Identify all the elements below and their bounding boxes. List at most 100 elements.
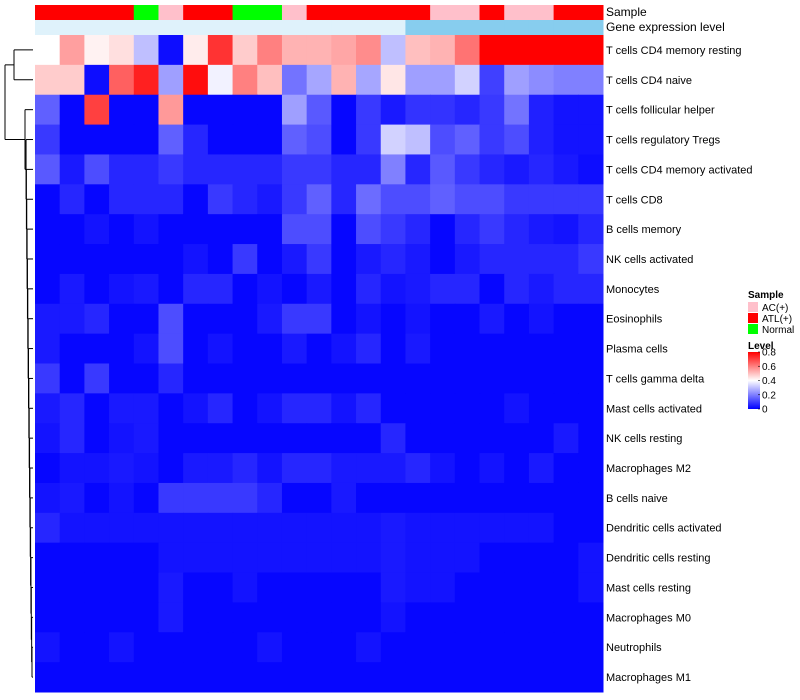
heatmap-cell	[528, 602, 555, 633]
heatmap-cell	[35, 423, 61, 454]
sample-annotation-label: Sample	[606, 5, 647, 19]
heatmap-cell	[84, 602, 110, 633]
heatmap-cell	[133, 453, 159, 484]
heatmap-cell	[183, 184, 209, 215]
row-label: Monocytes	[606, 284, 660, 296]
row-label: Eosinophils	[606, 314, 663, 326]
row-label: NK cells activated	[606, 254, 693, 266]
heatmap-cell	[183, 244, 209, 275]
heatmap-cell	[578, 244, 604, 275]
heatmap-cell	[59, 124, 85, 155]
heatmap-cell	[405, 542, 431, 574]
heatmap-cell	[356, 94, 382, 126]
heatmap-cell	[109, 512, 135, 544]
heatmap-cell	[504, 482, 530, 514]
heatmap-cell	[430, 94, 456, 126]
heatmap-cell	[257, 184, 283, 215]
heatmap-cell	[133, 244, 159, 275]
heatmap-cell	[84, 124, 110, 155]
gene-expression-annotation-cell	[380, 20, 406, 35]
heatmap-cell	[281, 124, 308, 155]
heatmap-cell	[35, 602, 61, 633]
heatmap-cell	[356, 35, 382, 66]
heatmap-cell	[306, 214, 332, 245]
heatmap-cell	[59, 214, 85, 245]
heatmap-cell	[84, 572, 110, 603]
heatmap-cell	[84, 632, 110, 663]
heatmap-cell	[504, 154, 530, 185]
heatmap-cell	[405, 184, 431, 215]
heatmap-cell	[553, 482, 579, 514]
heatmap-cell	[553, 124, 579, 155]
heatmap-cell	[281, 363, 308, 394]
heatmap-cell	[59, 512, 85, 544]
heatmap-cell	[306, 482, 332, 514]
heatmap-cell	[183, 453, 209, 484]
sample-annotation-cell	[158, 5, 184, 20]
heatmap-cell	[158, 662, 184, 693]
heatmap-cell	[479, 632, 505, 663]
heatmap-cell	[331, 393, 357, 424]
heatmap-cell	[405, 303, 431, 335]
heatmap-cell	[158, 244, 184, 275]
heatmap-cell	[578, 303, 604, 335]
heatmap-cell	[430, 662, 456, 693]
heatmap-cell	[331, 542, 357, 574]
legend-sample-swatch	[748, 302, 758, 312]
heatmap-cell	[578, 453, 604, 484]
heatmap-cell	[479, 124, 505, 155]
heatmap-cell	[306, 244, 332, 275]
heatmap-cell	[504, 393, 530, 424]
heatmap-cell	[528, 303, 555, 335]
heatmap-cell	[257, 35, 283, 66]
heatmap-cell	[306, 393, 332, 424]
heatmap-cell	[405, 64, 431, 96]
heatmap-cell	[158, 632, 184, 663]
heatmap-cell	[405, 572, 431, 603]
heatmap-cell	[528, 154, 555, 185]
heatmap-cell	[109, 632, 135, 663]
heatmap-cell	[257, 333, 283, 364]
heatmap-cell	[84, 393, 110, 424]
heatmap-cell	[430, 512, 456, 544]
heatmap-cell	[528, 632, 555, 663]
sample-annotation-cell	[207, 5, 234, 20]
heatmap-cell	[578, 512, 604, 544]
heatmap-cell	[528, 542, 555, 574]
heatmap-cell	[479, 303, 505, 335]
heatmap-cell	[109, 273, 135, 305]
heatmap-cell	[356, 303, 382, 335]
heatmap-cell	[158, 124, 184, 155]
heatmap-cell	[479, 244, 505, 275]
heatmap-cell	[306, 453, 332, 484]
heatmap-cell	[257, 632, 283, 663]
heatmap-cell	[578, 184, 604, 215]
heatmap-cell	[232, 303, 258, 335]
heatmap-cell	[133, 94, 159, 126]
heatmap-cell	[454, 154, 481, 185]
heatmap-cell	[306, 662, 332, 693]
heatmap-cell	[454, 453, 481, 484]
heatmap-cell	[504, 602, 530, 633]
heatmap-cell	[553, 333, 579, 364]
sample-annotation-cell	[109, 5, 135, 20]
heatmap-cell	[504, 273, 530, 305]
heatmap-cell	[281, 482, 308, 514]
heatmap-cell	[356, 244, 382, 275]
heatmap-cell	[84, 512, 110, 544]
heatmap-cell	[183, 363, 209, 394]
heatmap-cell	[430, 572, 456, 603]
heatmap-cell	[553, 303, 579, 335]
heatmap-cell	[35, 542, 61, 574]
heatmap-cell	[158, 94, 184, 126]
heatmap-cell	[59, 64, 85, 96]
heatmap-cell	[356, 273, 382, 305]
heatmap-cell	[331, 64, 357, 96]
heatmap-cell	[35, 154, 61, 185]
legend-sample-title: Sample	[748, 290, 784, 301]
heatmap-cell	[207, 602, 234, 633]
heatmap-cell	[430, 35, 456, 66]
heatmap-cell	[553, 423, 579, 454]
heatmap-cell	[84, 542, 110, 574]
